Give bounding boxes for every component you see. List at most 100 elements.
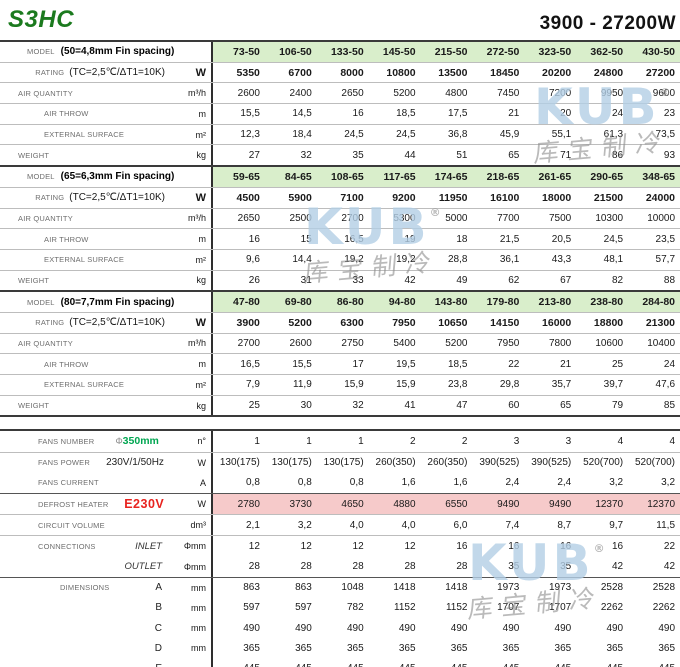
value-cell: 390(525) bbox=[479, 457, 520, 469]
value-cell: 490 bbox=[606, 622, 624, 634]
row-values: 5350 6700 8000 10800 13500 18450 20200 24800 272… bbox=[213, 63, 680, 83]
row-label-text: EXTERNAL SURFACE bbox=[44, 130, 125, 140]
value-cell: 4800 bbox=[445, 87, 468, 99]
unit-label: m³/h bbox=[188, 213, 206, 224]
value-cell: 16 bbox=[508, 540, 520, 552]
diameter-symbol: Φ bbox=[115, 436, 123, 447]
value-cell: 445 bbox=[213, 658, 265, 667]
value-cell: 5300 bbox=[393, 212, 416, 224]
value-cell: 10600 bbox=[595, 337, 624, 349]
value-cell: 490 bbox=[243, 622, 260, 634]
unit-label: m² bbox=[195, 254, 207, 265]
model-cell: 323-50 bbox=[538, 45, 572, 58]
value-cell: 43,3 bbox=[551, 254, 572, 266]
row-label-text: (TC=2,5℃/ΔT1=10K) bbox=[69, 67, 165, 79]
model-cell: 59-65 bbox=[233, 170, 260, 183]
model-cell: 261-65 bbox=[538, 170, 572, 183]
spec-table: MODEL (50=4,8mm Fin spacing) 73-50 106-50 13… bbox=[0, 40, 680, 418]
value-cell: 15,9 bbox=[344, 379, 364, 391]
fan-diameter: 350mm bbox=[122, 435, 159, 448]
value-cell: 9200 bbox=[392, 191, 416, 204]
value-cell: 5200 bbox=[288, 316, 312, 329]
value-cell: 65 bbox=[560, 400, 572, 412]
row-values: 16,5 15,5 17 19,5 18,5 22 21 25 24 bbox=[213, 354, 680, 374]
value-cell: 65 bbox=[508, 149, 520, 161]
row-label-text: RATING bbox=[35, 193, 65, 203]
value-cell: 1418 bbox=[445, 582, 468, 594]
value-cell: 2780 bbox=[237, 498, 260, 510]
model-cell: 69-80 bbox=[284, 296, 312, 309]
value-cell: 18,5 bbox=[447, 358, 468, 370]
value-cell: 390(525) bbox=[531, 457, 572, 469]
value-cell: 2 bbox=[410, 435, 416, 447]
value-cell: 61,3 bbox=[603, 129, 624, 141]
value-cell: 85 bbox=[663, 400, 676, 412]
model-cell: 86-80 bbox=[336, 296, 364, 309]
value-cell: 490 bbox=[295, 622, 312, 634]
unit-label: m bbox=[198, 234, 207, 245]
row-label: EXTERNAL SURFACE m² bbox=[0, 124, 213, 145]
model-cell: 362-50 bbox=[590, 45, 624, 58]
unit-label: n° bbox=[197, 436, 206, 447]
value-cell: 19,2 bbox=[396, 254, 416, 266]
value-cell: 15,5 bbox=[240, 108, 260, 120]
value-cell: 445 bbox=[628, 658, 680, 667]
value-cell: 2600 bbox=[237, 87, 260, 99]
value-cell: 71 bbox=[560, 149, 572, 161]
row-label-text: DEFROST HEATER bbox=[38, 499, 109, 509]
row-label-text: (50=4,8mm Fin spacing) bbox=[60, 46, 175, 58]
value-cell: 44 bbox=[404, 149, 416, 161]
value-cell: 51 bbox=[456, 149, 468, 161]
value-cell: 12 bbox=[248, 540, 260, 552]
row-mid-text: 230V/1/50Hz bbox=[106, 457, 164, 469]
row-mid-text: Φ350mm bbox=[100, 435, 174, 447]
value-cell: 3,2 bbox=[661, 477, 676, 489]
row-mid-text: B bbox=[155, 602, 162, 614]
value-cell: 1 bbox=[254, 435, 260, 447]
row-label-text: WEIGHT bbox=[18, 401, 50, 411]
value-cell: 3,2 bbox=[297, 519, 312, 531]
air-quantity-row: AIR QUANTITY m³/h 2600 2400 2650 5200 4800 7450… bbox=[0, 82, 680, 104]
row-label: FANS CURRENT A bbox=[0, 472, 213, 493]
row-values: 863 863 1048 1418 1418 1973 1973 2528 2528 bbox=[213, 578, 680, 598]
value-cell: 12370 bbox=[647, 498, 676, 510]
value-cell: 16 bbox=[456, 540, 468, 552]
value-cell: 1707 bbox=[548, 602, 572, 614]
row-label: EXTERNAL SURFACE m² bbox=[0, 249, 213, 270]
value-cell: 6700 bbox=[288, 66, 312, 79]
value-cell: 365 bbox=[606, 642, 624, 654]
value-cell: 20,5 bbox=[551, 233, 572, 245]
value-cell: 16 bbox=[248, 233, 260, 245]
value-cell: 2600 bbox=[289, 337, 312, 349]
value-cell: 17,5 bbox=[447, 108, 468, 120]
value-cell: 2,4 bbox=[557, 477, 572, 489]
value-cell: 2650 bbox=[341, 87, 364, 99]
row-label-text: FANS CURRENT bbox=[38, 478, 99, 488]
row-label-text: AIR QUANTITY bbox=[18, 338, 73, 348]
value-cell: 11,5 bbox=[656, 519, 676, 531]
value-cell: 260(350) bbox=[375, 457, 416, 469]
row-label: FANS NUMBER Φ350mm n° bbox=[0, 431, 213, 452]
unit-label: W bbox=[195, 191, 206, 204]
value-cell: 21 bbox=[508, 108, 520, 120]
row-label-text: (TC=2,5℃/ΔT1=10K) bbox=[69, 192, 165, 204]
row-values: 4500 5900 7100 9200 11950 16100 18000 21500 2400… bbox=[213, 188, 680, 208]
model-cell: 348-65 bbox=[642, 170, 676, 183]
value-cell: 14,5 bbox=[292, 108, 312, 120]
value-cell: 490 bbox=[450, 622, 468, 634]
series-title: S3HC bbox=[8, 6, 75, 33]
value-cell: 21,5 bbox=[499, 233, 520, 245]
row-values: 16 15 16,5 19 18 21,5 20,5 24,5 23,5 bbox=[213, 229, 680, 249]
row-label: AIR THROW m bbox=[0, 229, 213, 249]
value-cell: 16000 bbox=[542, 316, 572, 329]
model-cell: 108-65 bbox=[330, 170, 364, 183]
value-cell: 18 bbox=[456, 233, 468, 245]
row-label-text: (80=7,7mm Fin spacing) bbox=[60, 296, 175, 308]
value-cell: 9,6 bbox=[245, 254, 260, 266]
value-cell: 7700 bbox=[497, 212, 520, 224]
value-cell: 365 bbox=[658, 642, 676, 654]
row-label-text: AIR THROW bbox=[44, 234, 89, 244]
